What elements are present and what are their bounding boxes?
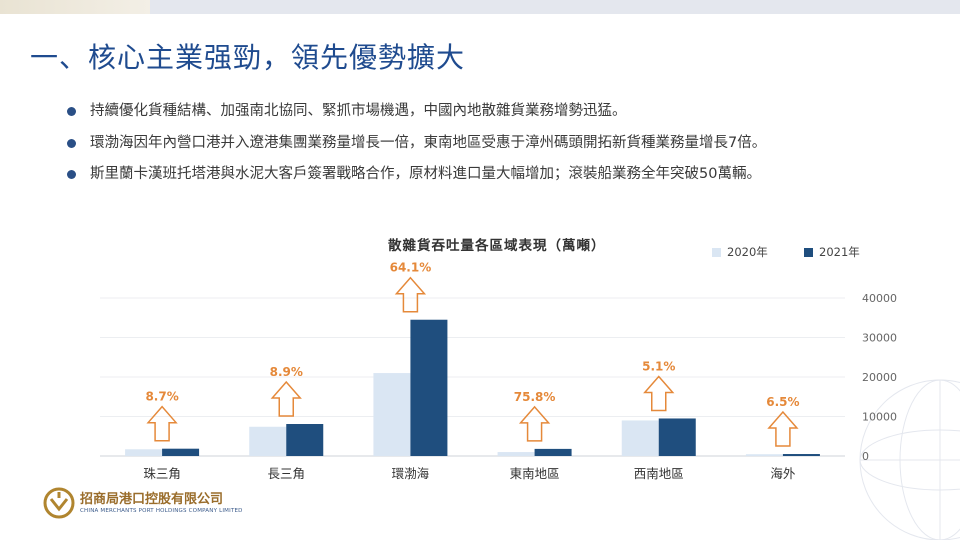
bar-2020: [249, 426, 287, 456]
legend-item-2020: 2020年: [712, 244, 768, 260]
x-tick-label: 東南地區: [510, 466, 560, 481]
bullet-dot-icon: [67, 138, 76, 148]
y-tick-label: 20000: [862, 371, 897, 384]
growth-arrow-icon: [146, 405, 178, 442]
bar-2021: [162, 448, 200, 456]
top-decoration-bar: [0, 0, 960, 14]
top-bar-gold-segment: [0, 0, 150, 14]
x-tick-label: 西南地區: [634, 466, 684, 481]
bar-2021: [658, 418, 696, 456]
growth-arrow-icon: [270, 380, 302, 417]
x-tick-label: 海外: [770, 466, 796, 481]
bullet-text: 環渤海因年內營口港并入遼港集團業務量增長一倍，東南地區受惠于漳州碼頭開拓新貨種業…: [90, 134, 767, 151]
bar-2020: [745, 454, 783, 456]
bar-2020: [621, 420, 659, 456]
company-english-name: CHINA MERCHANTS PORT HOLDINGS COMPANY LI…: [80, 508, 243, 514]
growth-arrow-icon: [518, 405, 551, 442]
bullet-text: 斯里蘭卡漢班托塔港與水泥大客戶簽署戰略合作，原材料進口量大幅增加；滾裝船業務全年…: [90, 166, 761, 182]
globe-watermark-icon: [859, 379, 960, 540]
slide-title: 一、核心主業强勁，領先優勢擴大: [30, 41, 466, 74]
bullet-dot-icon: [67, 170, 76, 179]
bar-2020: [125, 449, 163, 456]
bar-2021: [286, 424, 324, 456]
x-tick-label: 長三角: [267, 466, 305, 481]
legend-label-2020: 2020年: [727, 245, 768, 259]
bar-2021: [410, 319, 448, 456]
growth-label: 75.8%: [514, 390, 556, 404]
company-name: 招商局港口控股有限公司: [80, 492, 224, 507]
company-logo-icon: [43, 487, 75, 519]
legend-swatch-2020: [712, 247, 721, 257]
growth-label: 8.7%: [145, 390, 178, 404]
x-tick-label: 珠三角: [143, 466, 181, 481]
bar-2021: [534, 448, 572, 456]
growth-arrow-icon: [767, 410, 799, 447]
growth-label: 6.5%: [766, 395, 799, 409]
growth-label: 5.1%: [642, 359, 675, 373]
chart-title: 散雜貨吞吐量各區域表現（萬噸）: [388, 238, 606, 254]
bar-2020: [497, 452, 535, 456]
bullet-dot-icon: [67, 107, 76, 116]
bar-2021: [782, 454, 820, 456]
legend-label-2021: 2021年: [819, 245, 860, 259]
y-tick-label: 10000: [862, 411, 897, 424]
y-tick-label: 40000: [862, 292, 897, 305]
x-tick-label: 環渤海: [392, 466, 430, 481]
top-bar-gray-segment: [150, 0, 960, 14]
y-tick-label: 0: [862, 450, 869, 463]
bullet-item: 斯里蘭卡漢班托塔港與水泥大客戶簽署戰略合作，原材料進口量大幅增加；滾裝船業務全年…: [67, 163, 948, 195]
legend-swatch-2021: [804, 247, 813, 257]
growth-label: 8.9%: [270, 365, 303, 379]
bullet-item: 環渤海因年內營口港并入遼港集團業務量增長一倍，東南地區受惠于漳州碼頭開拓新貨種業…: [67, 132, 948, 164]
growth-arrow-icon: [643, 375, 675, 412]
bar-2020: [373, 373, 411, 456]
bullet-text: 持續優化貨種結構、加强南北協同、緊抓市場機遇，中國內地散雜貨業務增勢迅猛。: [90, 103, 627, 119]
y-tick-label: 30000: [862, 332, 897, 345]
legend-item-2021: 2021年: [804, 244, 860, 260]
growth-label: 64.1%: [390, 261, 432, 275]
bullet-list: 持續優化貨種結構、加强南北協同、緊抓市場機遇，中國內地散雜貨業務增勢迅猛。 環渤…: [67, 100, 948, 195]
growth-arrow-icon: [394, 276, 427, 313]
bullet-item: 持續優化貨種結構、加强南北協同、緊抓市場機遇，中國內地散雜貨業務增勢迅猛。: [67, 100, 948, 132]
